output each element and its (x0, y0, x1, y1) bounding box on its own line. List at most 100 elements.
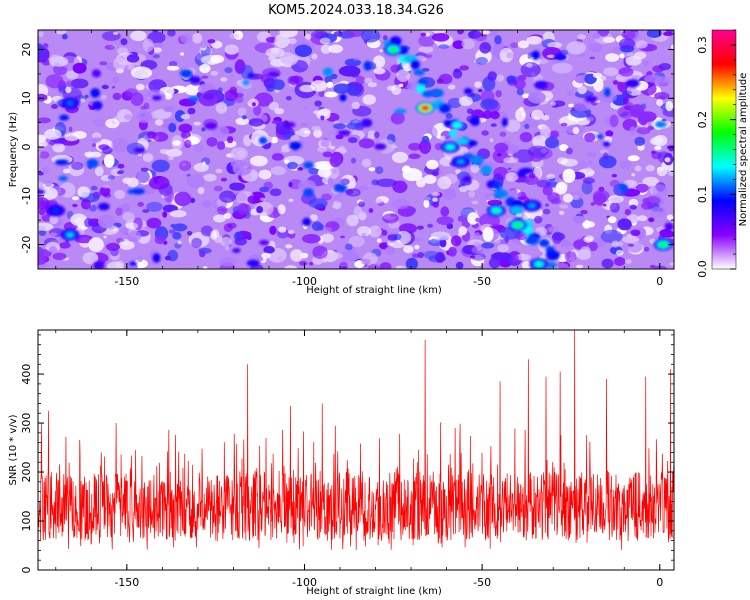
heatmap-cell (333, 129, 341, 137)
heatmap-cell (101, 94, 107, 100)
heatmap-cell (198, 247, 212, 254)
heatmap-cell (287, 229, 295, 235)
snr-series-line (38, 330, 674, 550)
heatmap-cell (622, 235, 640, 244)
colorbar: 0.0 0.1 0.2 0.3 Normalized spectral amplitu… (696, 29, 749, 278)
heatmap-speckle (283, 121, 296, 128)
heatmap-cell (649, 137, 662, 145)
heatmap-cell (94, 166, 104, 177)
heatmap-cell (504, 119, 521, 133)
colorbar-axis: 0.0 0.1 0.2 0.3 (696, 29, 736, 278)
heatmap-cell (203, 93, 215, 100)
heatmap-cell (457, 215, 464, 222)
heatmap-cell (615, 249, 624, 256)
heatmap-cell (475, 57, 488, 65)
heatmap-ridge-segment (418, 78, 428, 86)
heatmap-cell (669, 262, 674, 266)
heatmap-cell (285, 55, 298, 66)
heatmap-cell (471, 200, 479, 205)
heatmap-cell (467, 212, 479, 225)
heatmap-speckle (584, 95, 598, 103)
heatmap-cell (348, 235, 365, 248)
heatmap-hotspot-ring (535, 262, 543, 267)
heatmap-ridge-segment (546, 250, 560, 261)
heatmap-cell (248, 118, 264, 127)
heatmap-cell (516, 87, 524, 96)
heatmap-speckle (618, 183, 628, 192)
heatmap-hotspot-ring (528, 203, 536, 208)
heatmap-cell (340, 235, 345, 239)
heatmap-cell (111, 137, 129, 153)
heatmap-cell (585, 152, 597, 157)
heatmap-speckle (232, 248, 241, 253)
heatmap-cell (555, 182, 568, 195)
heatmap-cell (89, 204, 97, 212)
heatmap-speckle (179, 69, 193, 78)
heatmap-cell (90, 185, 98, 191)
heatmap-cell (127, 64, 135, 71)
heatmap-cell (582, 177, 595, 184)
heatmap-cell (484, 193, 492, 201)
colorbar-tick-label: 0.0 (696, 260, 709, 278)
heatmap-cell (432, 201, 440, 208)
heatmap-cell (468, 191, 476, 198)
heatmap-cell (432, 30, 447, 34)
heatmap-cell (534, 215, 543, 224)
heatmap-cell (527, 91, 546, 104)
heatmap-speckle (91, 69, 101, 78)
heatmap-cell (346, 214, 359, 227)
heatmap-cell (265, 47, 285, 58)
heatmap-speckle (59, 114, 69, 121)
heatmap-speckle (363, 60, 372, 71)
heatmap-hotspot-ring (390, 47, 397, 52)
heatmap-cell (58, 242, 71, 249)
heatmap-cell (229, 32, 239, 40)
heatmap-cell (197, 186, 205, 195)
heatmap-cell (169, 210, 187, 218)
heatmap-cell (49, 232, 58, 237)
heatmap-cell (174, 110, 186, 122)
heatmap-cell (311, 53, 318, 60)
heatmap-hotspot-ring (66, 101, 74, 106)
heatmap-cell (284, 265, 298, 269)
heatmap-cell (152, 47, 162, 53)
heatmap-cell (115, 207, 123, 216)
heatmap-speckle (501, 117, 508, 127)
heatmap-cell (236, 150, 246, 158)
heatmap-cell (602, 152, 609, 160)
heatmap-cell (503, 157, 519, 164)
heatmap-speckle (247, 72, 255, 78)
heatmap-cell (172, 232, 182, 240)
heatmap-cell (383, 35, 388, 41)
heatmap-cell (321, 193, 332, 201)
heatmap-cell (127, 177, 139, 188)
heatmap-cell (310, 80, 328, 92)
heatmap-cell (258, 169, 272, 180)
heatmap-speckle (38, 189, 45, 195)
heatmap-cell (531, 109, 544, 120)
heatmap-cell (299, 261, 308, 266)
heatmap-cell (550, 101, 557, 106)
heatmap-cell (334, 194, 343, 203)
heatmap-cell (613, 257, 626, 266)
heatmap-cell (112, 92, 122, 101)
heatmap-cell (125, 222, 139, 230)
heatmap-cell (367, 130, 377, 140)
heatmap-cell (71, 162, 84, 170)
heatmap-cell (385, 246, 395, 255)
heatmap-cell (45, 180, 52, 188)
heatmap-cell (626, 241, 643, 253)
heatmap-cell (654, 92, 670, 100)
heatmap-cell (215, 102, 228, 114)
heatmap-cell (580, 246, 591, 255)
heatmap-cell (442, 187, 457, 201)
heatmap-cell (608, 195, 624, 204)
heatmap-cell (268, 101, 279, 111)
heatmap-cell (494, 142, 509, 153)
snr-y-axis-label: SNR (10 * v/v) (8, 414, 19, 485)
heatmap-cell (592, 190, 610, 202)
heatmap-speckle (664, 222, 674, 232)
heatmap-cell (353, 205, 363, 219)
heatmap-cell (495, 90, 502, 98)
heatmap-cell (271, 79, 285, 90)
